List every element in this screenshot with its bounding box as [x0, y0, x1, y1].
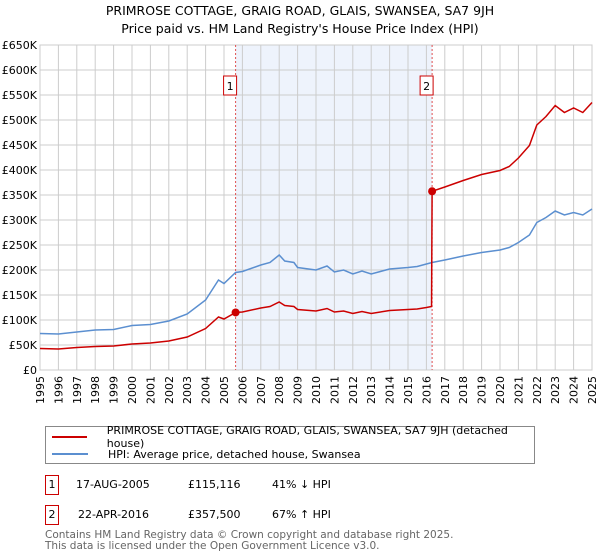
y-tick-label: £650K [2, 39, 38, 52]
y-tick-label: £600K [2, 64, 38, 77]
x-tick-label: 2003 [181, 376, 194, 404]
x-tick-label: 2015 [402, 376, 415, 404]
x-tick-label: 2022 [531, 376, 544, 404]
x-tick-label: 2021 [512, 376, 525, 404]
x-tick-label: 2012 [347, 376, 360, 404]
x-tick-label: 2025 [586, 376, 599, 404]
y-tick-label: £250K [2, 239, 38, 252]
x-tick-label: 2007 [255, 376, 268, 404]
y-tick-label: £150K [2, 289, 38, 302]
x-tick-label: 2008 [273, 376, 286, 404]
y-tick-label: £450K [2, 139, 38, 152]
x-tick-label: 1999 [108, 376, 121, 404]
sale-label: 2 [423, 80, 430, 93]
x-tick-label: 2023 [549, 376, 562, 404]
y-tick-label: £500K [2, 114, 38, 127]
transaction-hpi-diff: 67% ↑ HPI [272, 508, 331, 521]
x-tick-label: 1997 [71, 376, 84, 404]
transaction-date: 17-AUG-2005 [76, 478, 150, 491]
y-tick-label: £50K [9, 339, 38, 352]
y-tick-label: £400K [2, 164, 38, 177]
footer: Contains HM Land Registry data © Crown c… [45, 530, 453, 552]
legend-swatch-red [52, 436, 87, 438]
plot-area: 1995 1996 1997 1998 1999 2000 2001 2002 2003 2004… [2, 39, 599, 404]
legend-item-hpi: HPI: Average price, detached house, Swan… [52, 446, 361, 462]
x-tick-label: 2020 [494, 376, 507, 404]
x-tick-label: 2011 [328, 376, 341, 404]
legend-swatch-blue [52, 453, 88, 455]
y-tick-label: £300K [2, 214, 38, 227]
x-tick-label: 2013 [365, 376, 378, 404]
shaded-period [235, 45, 433, 370]
hpi-line [39, 208, 593, 335]
transaction-price: £115,116 [188, 478, 241, 491]
legend-label: PRIMROSE COTTAGE, GRAIG ROAD, GLAIS, SWA… [106, 424, 508, 450]
sale-point [428, 187, 437, 196]
y-tick-label: £100K [2, 314, 38, 327]
x-tick-label: 2009 [292, 376, 305, 404]
transaction-number: 2 [45, 505, 59, 525]
y-tick-label: £0 [23, 364, 37, 377]
legend: PRIMROSE COTTAGE, GRAIG ROAD, GLAIS, SWA… [45, 424, 535, 464]
transaction-price: £357,500 [188, 508, 241, 521]
y-tick-label: £200K [2, 264, 38, 277]
y-tick-label: £550K [2, 89, 38, 102]
transaction-number: 1 [45, 475, 59, 495]
x-tick-label: 1996 [52, 376, 65, 404]
chart-subtitle: Price paid vs. HM Land Registry's House … [121, 21, 479, 36]
transaction-date: 22-APR-2016 [78, 508, 150, 521]
x-tick-label: 2016 [420, 376, 433, 404]
x-tick-label: 1995 [34, 376, 47, 404]
price-paid-line [39, 101, 593, 350]
plot-border [39, 44, 593, 371]
legend-label: HPI: Average price, detached house, Swan… [108, 447, 361, 461]
sale-point [231, 308, 240, 317]
x-tick-label: 2024 [568, 376, 581, 404]
chart-title: PRIMROSE COTTAGE, GRAIG ROAD, GLAIS, SWA… [105, 3, 495, 18]
sale-label: 1 [227, 80, 234, 93]
x-tick-label: 2004 [200, 376, 213, 404]
x-tick-label: 2000 [126, 376, 139, 404]
footer-licence: This data is licensed under the Open Gov… [45, 540, 380, 552]
x-tick-label: 2019 [476, 376, 489, 404]
x-tick-label: 2002 [163, 376, 176, 404]
x-tick-label: 2018 [457, 376, 470, 404]
x-tick-label: 2017 [439, 376, 452, 404]
x-tick-label: 2010 [310, 376, 323, 404]
x-tick-label: 2014 [384, 376, 397, 404]
y-tick-label: £350K [2, 189, 38, 202]
x-tick-label: 2006 [236, 376, 249, 404]
x-tick-label: 2005 [218, 376, 231, 404]
sale-label-box [419, 75, 434, 96]
footer-copyright: Contains HM Land Registry data © Crown c… [45, 529, 454, 541]
sale-label-box [223, 75, 238, 96]
x-tick-label: 1998 [89, 376, 102, 404]
transaction-hpi-diff: 41% ↓ HPI [272, 478, 331, 491]
legend-item-price-paid: PRIMROSE COTTAGE, GRAIG ROAD, GLAIS, SWA… [52, 424, 534, 450]
x-tick-label: 2001 [144, 376, 157, 404]
